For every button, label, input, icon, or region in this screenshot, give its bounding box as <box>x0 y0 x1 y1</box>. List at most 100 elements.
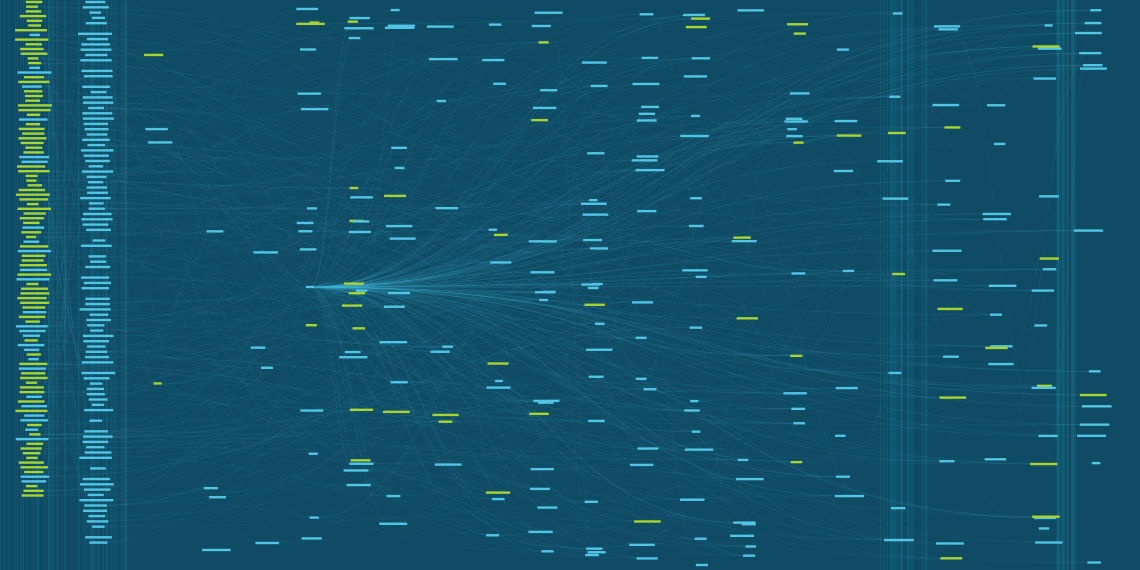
graph-node[interactable] <box>86 318 112 322</box>
graph-node[interactable] <box>83 435 113 438</box>
graph-node[interactable] <box>20 376 48 380</box>
graph-node[interactable] <box>348 36 361 40</box>
graph-node[interactable] <box>537 506 558 509</box>
graph-node[interactable] <box>835 494 865 498</box>
graph-node[interactable] <box>680 134 709 138</box>
graph-node[interactable] <box>384 26 415 29</box>
graph-node[interactable] <box>428 57 458 61</box>
graph-node[interactable] <box>89 11 102 14</box>
graph-node[interactable] <box>493 233 508 237</box>
graph-node[interactable] <box>541 550 554 553</box>
graph-node[interactable] <box>488 23 502 26</box>
graph-node[interactable] <box>80 483 114 486</box>
graph-node[interactable] <box>84 451 112 454</box>
graph-node[interactable] <box>26 202 39 206</box>
graph-node[interactable] <box>835 434 846 437</box>
graph-node[interactable] <box>24 339 38 342</box>
graph-node[interactable] <box>383 305 405 308</box>
graph-node[interactable] <box>86 387 105 391</box>
graph-node[interactable] <box>25 428 39 431</box>
graph-node[interactable] <box>787 127 797 131</box>
graph-node[interactable] <box>79 499 114 502</box>
graph-node[interactable] <box>89 313 109 316</box>
graph-node[interactable] <box>682 269 708 272</box>
graph-node[interactable] <box>19 264 47 267</box>
graph-node[interactable] <box>538 41 549 44</box>
graph-node[interactable] <box>940 557 963 560</box>
graph-node[interactable] <box>487 362 509 365</box>
graph-node[interactable] <box>87 181 104 184</box>
graph-node[interactable] <box>85 22 107 25</box>
graph-node[interactable] <box>21 494 44 497</box>
graph-node[interactable] <box>88 165 104 168</box>
graph-node[interactable] <box>20 52 48 55</box>
graph-node[interactable] <box>80 59 112 62</box>
graph-node[interactable] <box>349 16 370 20</box>
graph-node[interactable] <box>636 119 657 122</box>
graph-node[interactable] <box>25 146 43 149</box>
graph-node[interactable] <box>348 230 371 234</box>
graph-node[interactable] <box>23 489 44 492</box>
graph-node[interactable] <box>25 320 40 323</box>
graph-node[interactable] <box>145 127 168 131</box>
graph-node[interactable] <box>18 315 46 319</box>
graph-node[interactable] <box>250 346 266 349</box>
graph-node[interactable] <box>587 152 605 155</box>
graph-node[interactable] <box>1039 257 1059 260</box>
graph-node[interactable] <box>299 48 317 51</box>
graph-node[interactable] <box>1079 393 1107 397</box>
graph-node[interactable] <box>586 547 603 550</box>
graph-node[interactable] <box>1079 51 1102 55</box>
graph-node[interactable] <box>529 412 549 416</box>
graph-node[interactable] <box>83 75 113 78</box>
graph-node[interactable] <box>19 14 47 18</box>
graph-node[interactable] <box>581 283 600 286</box>
graph-node[interactable] <box>530 467 554 471</box>
graph-node[interactable] <box>82 85 110 88</box>
graph-node[interactable] <box>18 80 50 84</box>
graph-node[interactable] <box>389 237 416 240</box>
graph-node[interactable] <box>434 463 462 466</box>
graph-node[interactable] <box>426 25 454 28</box>
graph-node[interactable] <box>21 480 47 483</box>
graph-node[interactable] <box>630 463 654 467</box>
graph-node[interactable] <box>349 186 359 190</box>
graph-node[interactable] <box>17 296 47 300</box>
graph-node[interactable] <box>631 159 658 162</box>
graph-node[interactable] <box>743 554 756 557</box>
graph-node[interactable] <box>298 230 313 233</box>
graph-node[interactable] <box>25 381 37 384</box>
graph-node[interactable] <box>379 522 408 525</box>
graph-node[interactable] <box>641 56 659 60</box>
graph-node[interactable] <box>695 275 707 279</box>
graph-node[interactable] <box>632 82 660 86</box>
graph-node[interactable] <box>385 224 413 228</box>
graph-node[interactable] <box>82 117 114 120</box>
graph-node[interactable] <box>932 103 960 107</box>
graph-node[interactable] <box>581 202 607 205</box>
graph-node[interactable] <box>539 298 548 302</box>
graph-node[interactable] <box>15 29 47 32</box>
graph-node[interactable] <box>1032 515 1060 518</box>
graph-node[interactable] <box>783 392 807 395</box>
graph-node[interactable] <box>25 484 38 488</box>
graph-node[interactable] <box>26 353 41 356</box>
graph-node[interactable] <box>21 259 44 262</box>
graph-node[interactable] <box>85 297 110 300</box>
graph-node[interactable] <box>786 134 803 138</box>
graph-node[interactable] <box>382 410 410 414</box>
graph-node[interactable] <box>82 138 110 141</box>
graph-node[interactable] <box>84 128 109 131</box>
graph-node[interactable] <box>85 355 109 359</box>
graph-node[interactable] <box>635 377 647 381</box>
graph-node[interactable] <box>19 245 49 248</box>
graph-node[interactable] <box>1084 21 1102 25</box>
graph-node[interactable] <box>877 160 904 163</box>
graph-node[interactable] <box>25 0 43 4</box>
graph-node[interactable] <box>1037 47 1062 50</box>
graph-node[interactable] <box>20 475 50 478</box>
graph-node[interactable] <box>83 281 112 285</box>
graph-node[interactable] <box>1031 386 1056 390</box>
graph-node[interactable] <box>16 165 46 168</box>
graph-node[interactable] <box>352 220 370 223</box>
